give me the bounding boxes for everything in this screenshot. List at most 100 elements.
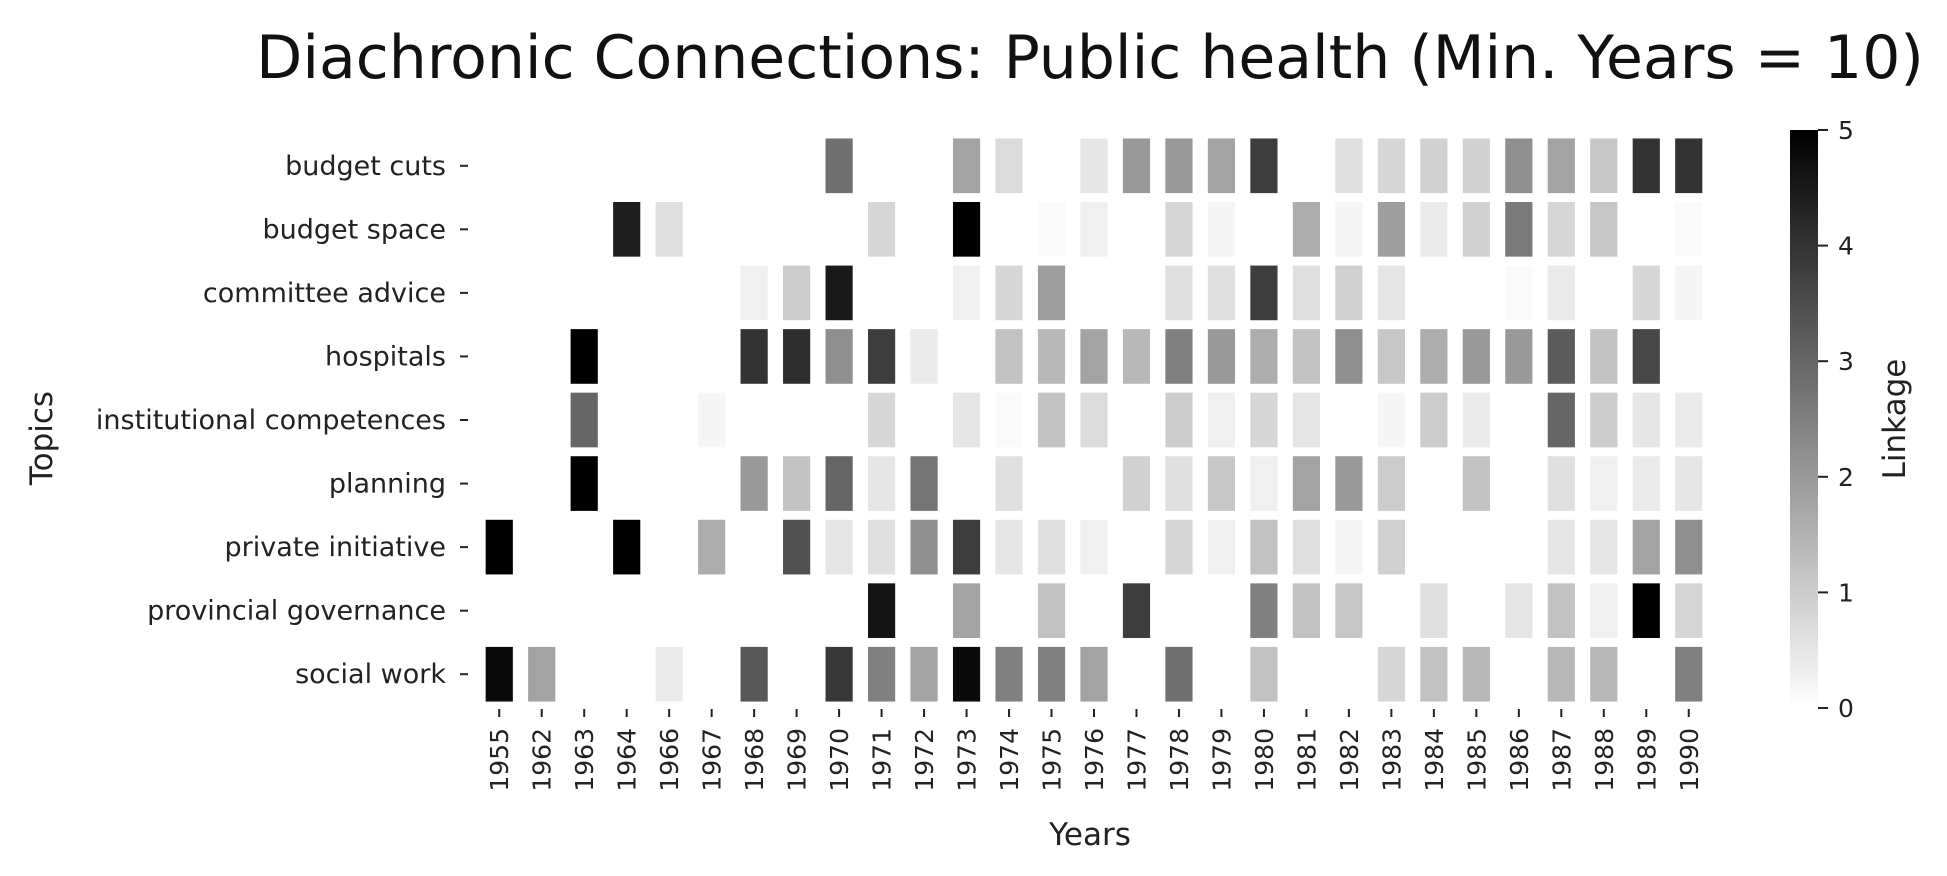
- heatmap-cell: [1547, 583, 1575, 638]
- heatmap-cell: [1377, 519, 1405, 575]
- colorbar-tick-label: 0: [1838, 694, 1854, 723]
- heatmap-cell: [1122, 456, 1151, 511]
- x-tick-label: 1979: [1207, 728, 1236, 792]
- heatmap-cell: [783, 456, 811, 511]
- heatmap-cell: [1675, 265, 1703, 321]
- x-tick-label: 1970: [825, 728, 854, 792]
- heatmap-cell: [1547, 646, 1575, 702]
- heatmap-cell: [1080, 646, 1108, 702]
- heatmap-cell: [1420, 138, 1448, 194]
- heatmap-cell: [1037, 265, 1066, 321]
- heatmap-cell: [1505, 265, 1533, 321]
- heatmap-cell: [1675, 202, 1703, 257]
- heatmap-cell: [952, 392, 981, 448]
- heatmap-cell: [1462, 138, 1490, 194]
- heatmap-cell: [570, 329, 598, 384]
- y-tick-label: institutional competences: [96, 405, 446, 436]
- heatmap-cell: [1080, 202, 1108, 257]
- x-tick-label: 1980: [1250, 728, 1279, 792]
- heatmap-cell: [1590, 138, 1618, 194]
- heatmap-cell: [1547, 456, 1575, 511]
- y-tick-label: social work: [295, 659, 446, 690]
- heatmap-cell: [867, 583, 896, 638]
- heatmap-cell: [1250, 265, 1278, 321]
- heatmap-cell: [1505, 138, 1533, 194]
- heatmap-cell: [910, 456, 938, 511]
- x-tick-label: 1973: [953, 728, 982, 792]
- heatmap-cell: [1632, 392, 1660, 448]
- heatmap-cell: [1122, 138, 1151, 194]
- heatmap-cell: [910, 329, 938, 384]
- heatmap-cell: [1462, 329, 1490, 384]
- heatmap-cell: [740, 456, 768, 511]
- x-tick-label: 1975: [1038, 728, 1067, 792]
- heatmap-cell: [1165, 138, 1193, 194]
- heatmap-cell: [1037, 202, 1066, 257]
- heatmap-cell: [1335, 583, 1363, 638]
- heatmap-cell: [1420, 646, 1448, 702]
- x-tick-label: 1982: [1335, 728, 1364, 792]
- heatmap-cell: [1547, 392, 1575, 448]
- heatmap-cell: [570, 392, 598, 448]
- colorbar-tick-label: 5: [1838, 116, 1854, 145]
- x-tick-label: 1971: [868, 728, 897, 792]
- heatmap-cell: [1292, 519, 1321, 575]
- colorbar-gradient: [1790, 130, 1818, 708]
- heatmap-cell: [995, 392, 1023, 448]
- y-tick-label: committee advice: [203, 278, 446, 309]
- heatmap-cell: [1080, 519, 1108, 575]
- x-tick-label: 1962: [528, 728, 557, 792]
- heatmap-cell: [1250, 138, 1278, 194]
- heatmap-cell: [952, 138, 981, 194]
- y-axis: budget cuts budget space committee advice h…: [96, 151, 468, 690]
- x-tick-label: 1972: [910, 728, 939, 792]
- y-tick-label: planning: [329, 469, 446, 500]
- heatmap-cell: [952, 265, 981, 321]
- heatmap-cell: [1250, 519, 1278, 575]
- heatmap-cell: [1377, 392, 1405, 448]
- heatmap-cell: [867, 646, 896, 702]
- heatmap-cell: [698, 519, 726, 575]
- x-axis: 1955 1962 1963 1964 1966 1967 1968 1969 1970 1971…: [485, 709, 1704, 792]
- heatmap-cell: [952, 202, 981, 257]
- heatmap-cell: [1335, 519, 1363, 575]
- x-tick-label: 1986: [1505, 728, 1534, 792]
- heatmap-cell: [1462, 646, 1490, 702]
- heatmap-cell: [1377, 265, 1405, 321]
- heatmap-cell: [613, 519, 641, 575]
- colorbar-tick-label: 3: [1838, 347, 1854, 376]
- heatmap-cell: [1080, 329, 1108, 384]
- heatmap-cell: [740, 646, 768, 702]
- heatmap-cell: [1675, 519, 1703, 575]
- heatmap-cell: [1250, 392, 1278, 448]
- heatmap-cell: [867, 519, 896, 575]
- heatmap-cell: [1165, 202, 1193, 257]
- heatmap-cell: [1335, 329, 1363, 384]
- heatmap-cell: [1292, 583, 1321, 638]
- heatmap-cell: [1080, 138, 1108, 194]
- heatmap-cell: [1250, 646, 1278, 702]
- heatmap-cell: [1632, 456, 1660, 511]
- heatmap-cell: [1037, 646, 1066, 702]
- y-tick-label: provincial governance: [147, 596, 446, 627]
- x-tick-label: 1969: [783, 728, 812, 792]
- heatmap-cell: [1335, 265, 1363, 321]
- heatmap-cell: [995, 138, 1023, 194]
- x-tick-label: 1983: [1377, 728, 1406, 792]
- heatmap-cell: [1207, 456, 1236, 511]
- heatmap-cell: [1590, 583, 1618, 638]
- heatmap-cell: [1547, 202, 1575, 257]
- heatmap-cell: [1250, 583, 1278, 638]
- x-tick-label: 1963: [570, 728, 599, 792]
- heatmap-cell: [1505, 329, 1533, 384]
- heatmap-cell: [825, 456, 853, 511]
- x-tick-label: 1955: [485, 728, 514, 792]
- heatmap-cell: [1377, 456, 1405, 511]
- heatmap-cell: [1292, 392, 1321, 448]
- x-tick-label: 1978: [1165, 728, 1194, 792]
- heatmap-cell: [867, 456, 896, 511]
- heatmap-cell: [1590, 329, 1618, 384]
- x-tick-label: 1981: [1292, 728, 1321, 792]
- heatmap-cell: [910, 646, 938, 702]
- heatmap-cell: [1250, 456, 1278, 511]
